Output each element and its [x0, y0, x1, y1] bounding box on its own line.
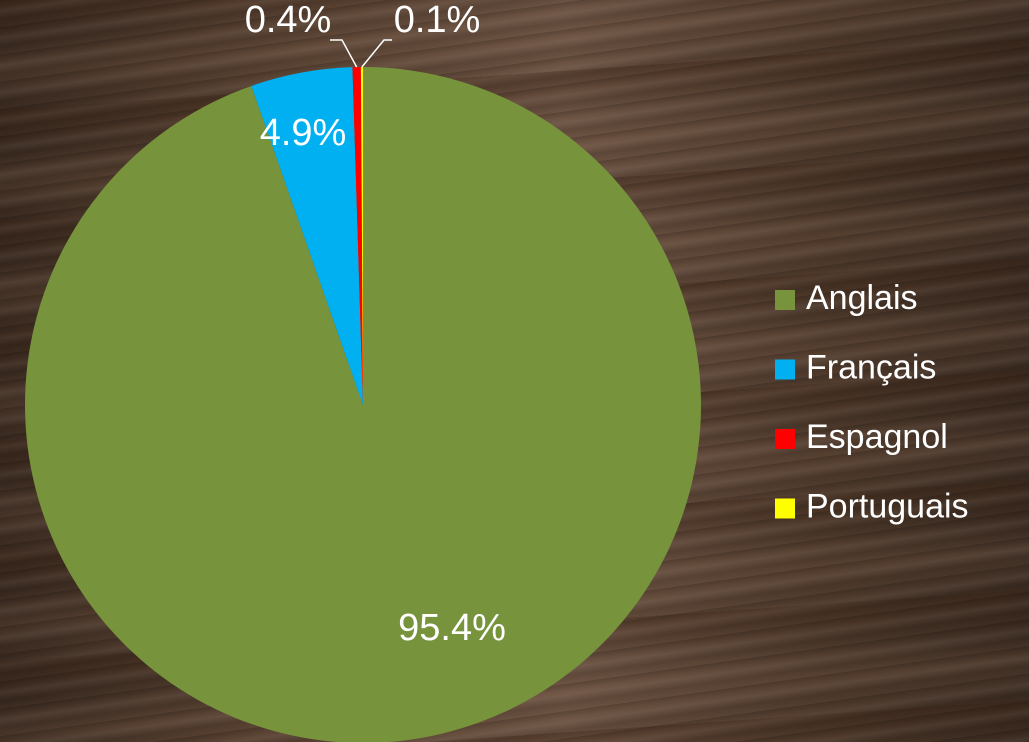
legend-swatch: [775, 290, 795, 310]
legend-label: Espagnol: [806, 418, 948, 456]
legend-label: Anglais: [806, 279, 918, 317]
pie-slice: [352, 67, 363, 406]
data-label: 0.1%: [394, 0, 481, 41]
data-label: 95.4%: [398, 607, 506, 649]
leader-line: [361, 39, 392, 68]
legend-label: Français: [806, 348, 936, 386]
pie-slice: [25, 67, 701, 742]
data-label: 0.4%: [245, 0, 332, 41]
pie-slice: [360, 67, 363, 405]
leader-line: [330, 39, 358, 68]
legend-swatch: [775, 498, 795, 519]
legend-label: Portuguais: [806, 487, 969, 525]
pie-slice: [251, 67, 363, 405]
legend-swatch: [775, 429, 795, 449]
legend-swatch: [775, 359, 795, 380]
data-label: 4.9%: [260, 112, 347, 154]
